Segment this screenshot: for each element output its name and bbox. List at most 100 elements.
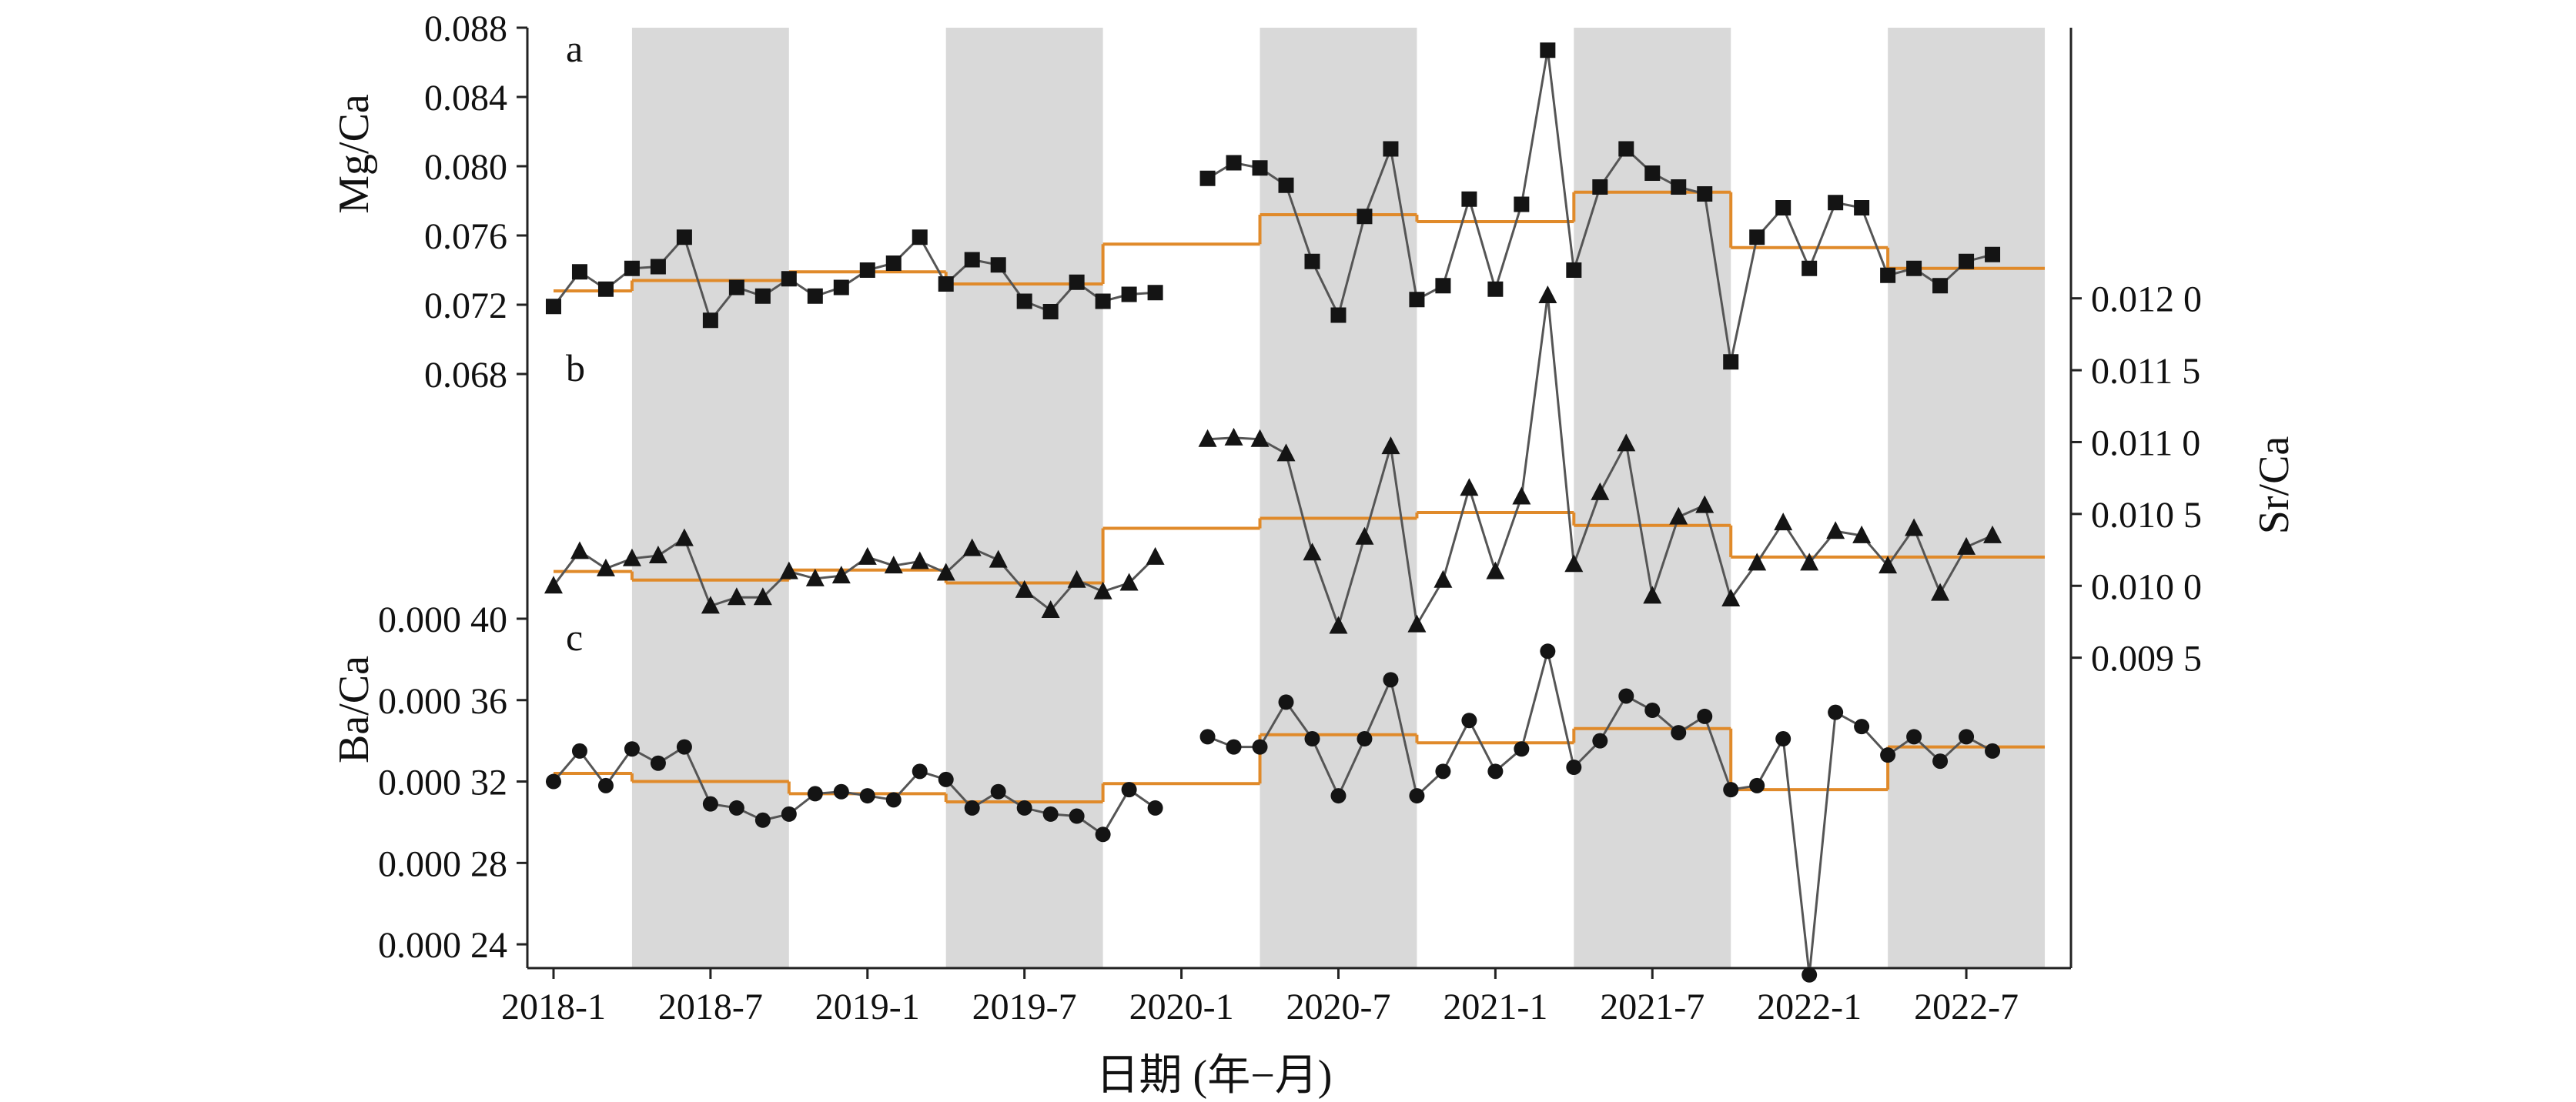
data-point bbox=[1932, 753, 1949, 770]
data-point bbox=[1041, 600, 1060, 619]
data-point bbox=[1355, 526, 1374, 545]
data-point bbox=[1016, 800, 1032, 816]
data-point bbox=[1015, 579, 1034, 598]
data-point bbox=[1564, 554, 1584, 573]
data-point bbox=[676, 229, 692, 245]
x-tick-label: 2021-7 bbox=[1600, 987, 1705, 1027]
data-point bbox=[1198, 429, 1217, 447]
data-point bbox=[781, 806, 797, 822]
data-point bbox=[1381, 436, 1400, 455]
data-point bbox=[1514, 196, 1530, 212]
data-point bbox=[1095, 826, 1111, 843]
data-point bbox=[1304, 253, 1320, 269]
data-point bbox=[1407, 614, 1427, 633]
data-point bbox=[1644, 165, 1661, 181]
data-point bbox=[1775, 200, 1791, 215]
data-point bbox=[1880, 267, 1896, 283]
data-point bbox=[1250, 429, 1270, 447]
data-point bbox=[753, 587, 772, 606]
data-point bbox=[1852, 525, 1872, 543]
data-point bbox=[571, 743, 587, 759]
y-tick-label: 0.012 0 bbox=[2091, 279, 2202, 320]
y-tick-label: 0.084 bbox=[424, 78, 507, 119]
y-tick-label: 0.011 5 bbox=[2091, 351, 2200, 392]
data-point bbox=[1383, 672, 1399, 688]
data-point bbox=[754, 288, 771, 304]
data-point bbox=[624, 260, 640, 276]
data-point bbox=[596, 558, 615, 576]
data-point bbox=[1486, 561, 1505, 579]
data-point bbox=[1878, 556, 1898, 574]
data-point bbox=[1985, 246, 2001, 262]
data-point bbox=[807, 786, 823, 802]
data-point bbox=[1644, 703, 1661, 718]
data-point bbox=[1618, 141, 1634, 157]
data-point bbox=[1121, 286, 1137, 302]
data-point bbox=[1618, 688, 1634, 704]
data-point bbox=[1069, 274, 1085, 290]
data-point bbox=[545, 299, 561, 315]
data-point bbox=[1146, 546, 1165, 565]
data-point bbox=[1278, 177, 1294, 193]
data-point bbox=[1932, 278, 1949, 294]
data-point bbox=[597, 281, 614, 297]
data-point bbox=[1931, 583, 1950, 601]
data-point bbox=[781, 271, 797, 287]
data-point bbox=[570, 541, 589, 559]
data-point bbox=[1487, 281, 1504, 297]
data-point bbox=[1226, 155, 1242, 171]
data-point bbox=[1383, 141, 1399, 157]
data-point bbox=[1199, 729, 1216, 745]
data-point bbox=[674, 528, 694, 546]
data-point bbox=[859, 262, 875, 278]
data-point bbox=[807, 288, 823, 304]
data-point bbox=[1042, 304, 1059, 319]
data-point bbox=[1460, 478, 1479, 496]
data-point bbox=[1985, 743, 2001, 759]
data-point bbox=[1357, 209, 1373, 225]
data-point bbox=[1774, 513, 1793, 531]
data-point bbox=[1435, 763, 1451, 780]
data-point bbox=[701, 596, 720, 614]
data-point bbox=[1278, 694, 1294, 710]
data-point bbox=[1119, 573, 1139, 591]
y-tick-label: 0.088 bbox=[424, 8, 507, 49]
data-point bbox=[1226, 739, 1242, 755]
data-point bbox=[1695, 495, 1715, 513]
data-point bbox=[1957, 536, 1976, 555]
data-point bbox=[885, 792, 902, 808]
y-tick-label: 0.072 bbox=[424, 286, 507, 326]
data-point bbox=[702, 312, 718, 329]
panel-label: a bbox=[566, 27, 583, 70]
data-point bbox=[1802, 260, 1818, 276]
data-point bbox=[1147, 800, 1163, 816]
data-point bbox=[1880, 747, 1896, 763]
x-axis-title: 日期 (年−月) bbox=[1096, 1052, 1333, 1100]
data-point bbox=[831, 566, 851, 584]
shaded-period-2 bbox=[945, 28, 1103, 968]
data-point bbox=[571, 264, 587, 280]
data-point bbox=[1538, 285, 1557, 303]
data-point bbox=[1828, 195, 1844, 211]
data-point bbox=[1959, 253, 1975, 269]
y-tick-label: 0.009 5 bbox=[2091, 639, 2202, 680]
data-point bbox=[1121, 782, 1137, 798]
data-point bbox=[1224, 427, 1243, 446]
y-tick-label: 0.068 bbox=[424, 355, 507, 396]
y-axis-title: Sr/Ca bbox=[2250, 436, 2298, 535]
x-tick-label: 2019-7 bbox=[972, 987, 1077, 1027]
data-point bbox=[650, 259, 666, 275]
data-point bbox=[1617, 433, 1636, 452]
data-point bbox=[859, 788, 875, 804]
data-point bbox=[1906, 729, 1922, 745]
data-point bbox=[545, 773, 561, 790]
y-tick-label: 0.000 32 bbox=[378, 763, 507, 803]
data-point bbox=[833, 279, 849, 296]
data-point bbox=[1461, 713, 1477, 729]
panel-label: b bbox=[566, 346, 585, 389]
data-point bbox=[989, 549, 1008, 568]
data-point bbox=[1669, 506, 1688, 525]
data-point bbox=[1566, 262, 1582, 278]
panel-c: 0.000 24 0.000 28 0.000 32 0.000 36 0.000 40… bbox=[330, 599, 2046, 983]
data-point bbox=[1671, 179, 1687, 195]
